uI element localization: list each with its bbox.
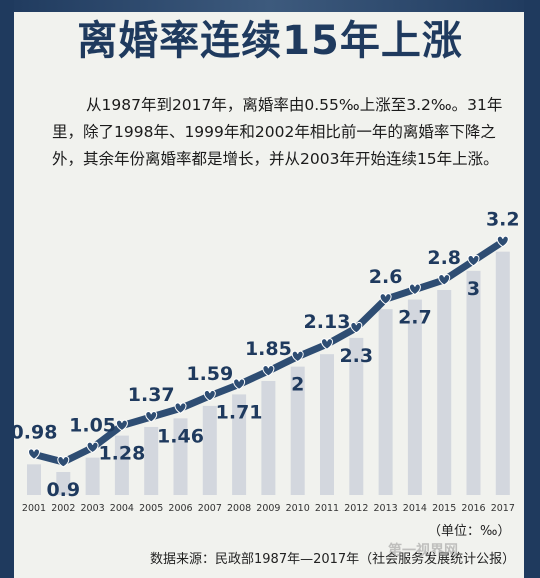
x-tick-2001: 2001: [22, 503, 46, 514]
heart-marker-2015: [438, 273, 451, 286]
bar-2011: [320, 354, 334, 495]
x-tick-2005: 2005: [139, 503, 163, 514]
description-text: 从1987年到2017年，离婚率由0.55‰上涨至3.2‰。31年里，除了199…: [52, 96, 503, 168]
source-note: 数据来源：民政部1987年—2017年（社会服务发展统计公报）: [150, 552, 516, 567]
x-tick-2008: 2008: [227, 503, 251, 514]
data-label-2007: 1.59: [186, 363, 233, 385]
bar-2004: [114, 435, 129, 495]
data-label-2016: 3: [467, 278, 480, 300]
bar-2009: [261, 380, 276, 495]
right-border: [524, 0, 540, 578]
bar-2015: [437, 289, 452, 495]
data-label-2012: 2.3: [339, 345, 373, 367]
heart-marker-2014: [408, 283, 421, 296]
watermark-logo: 第一视界网: [388, 543, 458, 559]
x-tick-2009: 2009: [256, 503, 280, 514]
x-tick-2006: 2006: [168, 503, 192, 514]
bar-2012: [349, 337, 364, 495]
bar-2003: [85, 457, 100, 495]
data-label-2008: 1.71: [216, 401, 263, 423]
heart-marker-2012: [350, 321, 363, 334]
top-border: [0, 0, 540, 12]
bar-2017: [495, 251, 510, 495]
x-tick-2010: 2010: [286, 503, 310, 514]
x-tick-2012: 2012: [344, 503, 368, 514]
heart-marker-2007: [203, 389, 216, 402]
x-tick-2004: 2004: [110, 503, 134, 514]
x-tick-2002: 2002: [51, 503, 75, 514]
x-tick-2013: 2013: [374, 503, 398, 514]
bar-2002: [56, 472, 71, 495]
x-tick-2017: 2017: [491, 503, 515, 514]
data-label-2015: 2.8: [427, 247, 461, 269]
data-label-2002: 0.9: [46, 479, 80, 501]
data-label-2014: 2.7: [398, 307, 432, 329]
heart-marker-2008: [233, 378, 246, 390]
heart-marker-2002: [57, 455, 70, 468]
heart-marker-2011: [321, 338, 333, 350]
x-tick-2011: 2011: [315, 503, 339, 514]
x-tick-2014: 2014: [403, 503, 427, 514]
heart-marker-2009: [262, 364, 275, 377]
heart-marker-2016: [467, 254, 480, 267]
data-label-2006: 1.46: [157, 425, 204, 447]
unit-label: （单位：‰）: [428, 524, 511, 539]
left-border: [0, 0, 14, 578]
data-label-2017: 3.2: [486, 209, 520, 231]
bar-2016: [466, 270, 481, 495]
x-tick-2016: 2016: [461, 503, 485, 514]
data-label-2010: 2: [291, 374, 304, 396]
bar-2006: [173, 418, 188, 495]
bar-2005: [144, 426, 159, 495]
bar-2014: [407, 299, 422, 495]
heart-marker-2001: [28, 448, 40, 460]
heart-marker-2005: [145, 410, 158, 423]
bar-2007: [202, 405, 217, 495]
page-title: 离婚率连续15年上涨: [77, 18, 463, 64]
bar-2001: [27, 464, 41, 495]
heart-marker-2013: [379, 293, 392, 305]
heart-marker-2017: [496, 235, 509, 248]
data-label-2013: 2.6: [369, 266, 403, 288]
bar-2010: [290, 366, 305, 495]
data-label-2003: 1.05: [69, 415, 116, 437]
heart-marker-2004: [115, 419, 128, 432]
data-label-2004: 1.28: [98, 443, 145, 465]
data-label-2005: 1.37: [128, 384, 175, 406]
x-tick-2003: 2003: [81, 503, 105, 514]
bar-2013: [378, 309, 393, 495]
data-label-2001: 0.98: [11, 421, 58, 443]
heart-marker-2003: [86, 441, 99, 454]
bar-2008: [232, 394, 247, 495]
x-tick-2015: 2015: [432, 503, 456, 514]
heart-marker-2006: [174, 402, 187, 414]
x-tick-2007: 2007: [198, 503, 222, 514]
data-label-2011: 2.13: [304, 311, 351, 333]
heart-marker-2010: [291, 350, 304, 363]
data-label-2009: 1.85: [245, 338, 292, 360]
